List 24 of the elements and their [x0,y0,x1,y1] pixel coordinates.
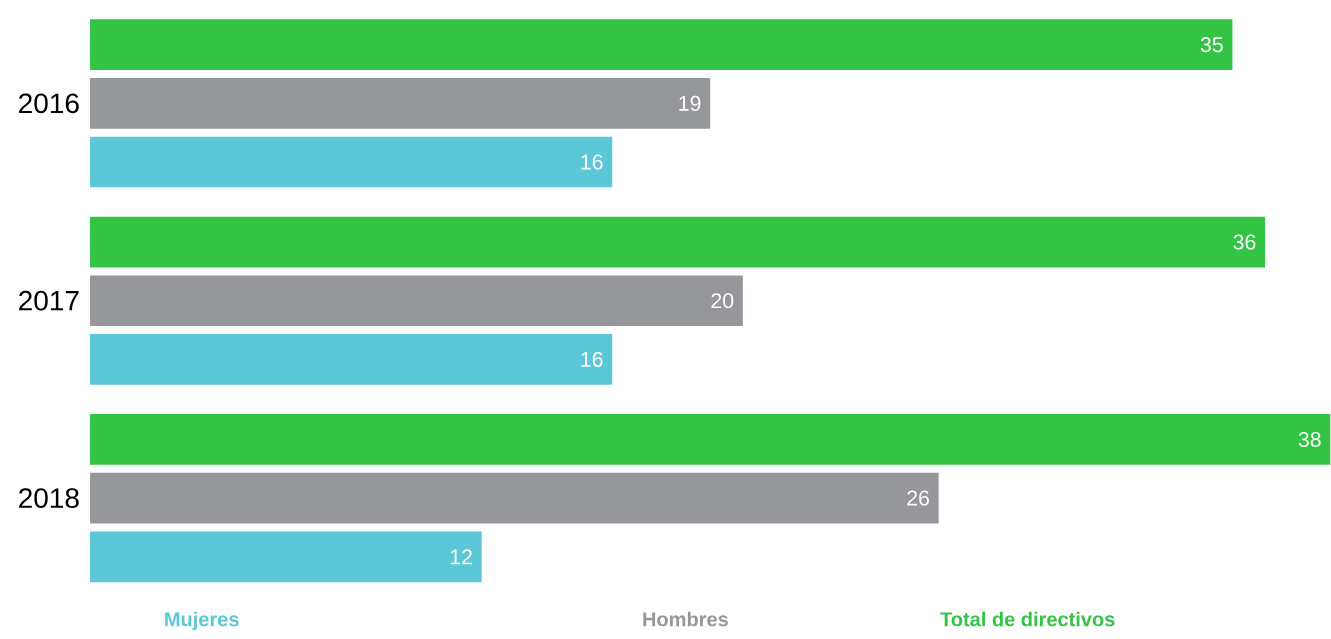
data-label: 20 [711,293,734,309]
y-tick-label: 2018 [19,488,79,509]
data-label: 35 [1200,37,1223,53]
data-label: 26 [907,490,929,506]
text: Hombres [643,611,728,627]
bar [90,19,1233,71]
series-label: Mujeres [165,611,239,631]
data-label: 16 [581,351,603,368]
data-label: 36 [1233,234,1256,250]
data-label: 19 [679,95,701,111]
bar [90,531,482,583]
bar [90,136,613,188]
bar [90,334,613,385]
bar [90,472,939,524]
text: Total de directivos [940,611,1115,627]
data-label: 38 [1298,431,1321,448]
data-label: 16 [581,154,603,170]
bar [90,414,1331,465]
bar [90,216,1266,268]
y-tick-label: 2016 [19,93,79,114]
y-tick-label: 2017 [19,290,79,311]
bar [90,78,711,129]
bar [90,275,743,327]
data-label: 12 [450,549,472,565]
